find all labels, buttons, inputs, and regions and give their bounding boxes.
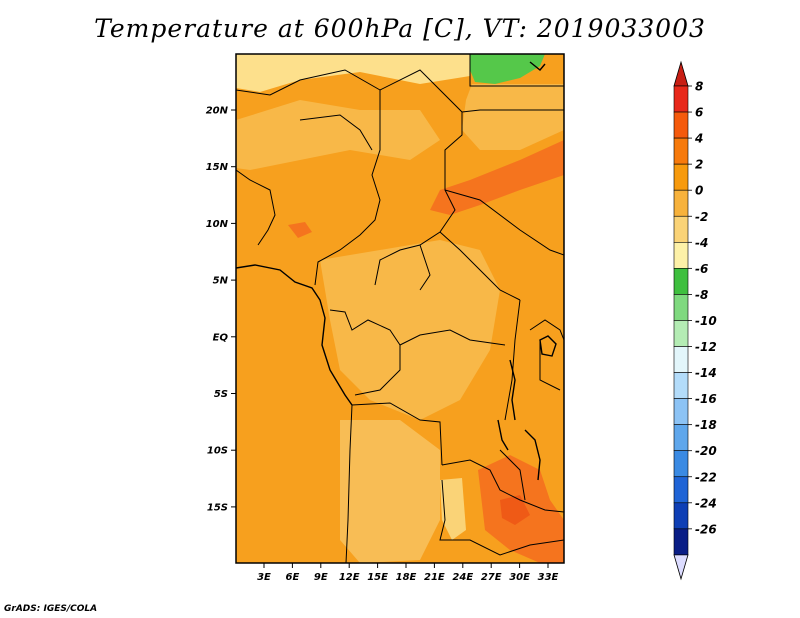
lat-tick-label: 5N [213, 276, 229, 287]
field-sw-light [340, 420, 440, 563]
colorbar-segment [673, 163, 689, 191]
colorbar-label: 2 [695, 158, 703, 172]
field-sahel-light [236, 100, 440, 170]
coastline [236, 61, 557, 481]
colorbar-label: -4 [695, 236, 708, 250]
field-west-warm [288, 222, 312, 238]
field-ne-warm [430, 140, 564, 215]
colorbar-top-triangle [673, 60, 689, 87]
chart-title: Temperature at 600hPa [C], VT: 201903300… [94, 14, 706, 43]
colorbar-label: -10 [695, 314, 717, 328]
colorbar-segment [673, 268, 689, 295]
colorbar-segment [673, 242, 689, 269]
colorbar-segment [673, 320, 689, 347]
colorbar-segment [673, 137, 689, 165]
lon-tick-label: 24E [452, 572, 473, 583]
temperature-field [236, 54, 564, 563]
lon-tick-label: 6E [286, 572, 300, 583]
lon-tick-label: 30E [509, 572, 530, 583]
colorbar-segment [673, 189, 689, 217]
field-se-hot [500, 495, 530, 525]
lon-tick-label: 9E [314, 572, 328, 583]
colorbar-label: -22 [695, 470, 717, 484]
field-ne-light [462, 84, 564, 150]
colorbar-segment [673, 450, 689, 478]
colorbar-label: -26 [695, 522, 717, 536]
country-borders [236, 54, 564, 563]
lon-tick-label: 12E [339, 572, 360, 583]
colorbar-label: -18 [695, 418, 717, 432]
colorbar-label: -6 [695, 262, 708, 276]
lon-tick-label: 18E [396, 572, 417, 583]
colorbar-segment [673, 398, 689, 425]
field-central-light [320, 240, 500, 420]
colorbar-segment [673, 502, 689, 530]
lon-tick-label: 3E [257, 572, 271, 583]
colorbar-segment [673, 215, 689, 243]
field-north-light [236, 54, 470, 92]
lon-tick-label: 15E [367, 572, 388, 583]
colorbar-label: -16 [695, 392, 717, 406]
colorbar-segment [673, 476, 689, 504]
lat-tick-label: 15S [207, 502, 228, 513]
colorbar-label: -20 [695, 444, 717, 458]
colorbar-bottom-triangle [673, 554, 689, 581]
colorbar-segment [673, 294, 689, 321]
colorbar-segment [673, 372, 689, 399]
colorbar-label: -8 [695, 288, 708, 302]
colorbar-segment [673, 528, 689, 556]
lat-tick-label: 10N [206, 219, 229, 230]
lon-tick-label: 27E [481, 572, 502, 583]
colorbar-label: -24 [695, 496, 717, 510]
colorbar-segment [673, 424, 689, 451]
lat-tick-label: 5S [214, 389, 228, 400]
colorbar-label: 0 [695, 184, 703, 198]
field-pale-streak [440, 478, 466, 540]
colorbar-label: -2 [695, 210, 708, 224]
footer-credit: GrADS: IGES/COLA [4, 604, 98, 614]
colorbar-label: 6 [695, 106, 703, 120]
colorbar-label: 8 [695, 80, 703, 94]
colorbar-label: -12 [695, 340, 717, 354]
field-green-patch [470, 54, 545, 84]
colorbar-label: -14 [695, 366, 717, 380]
colorbar-label: 4 [694, 132, 703, 146]
colorbar: 8 6 4 2 0 -2 -4 -6 -8 -10 -12 -14 -16 -18 -20 -22 -24 -26 [673, 60, 717, 581]
map-frame [235, 53, 565, 564]
colorbar-segment [673, 85, 689, 113]
lon-tick-label: 21E [424, 572, 445, 583]
colorbar-segment [673, 346, 689, 373]
latitude-ticks: 20N 15N 10N 5N EQ 5S 10S 15S [206, 106, 236, 513]
lat-tick-label: 15N [206, 162, 229, 173]
lon-tick-label: 33E [538, 572, 559, 583]
longitude-ticks: 3E 6E 9E 12E 15E 18E 21E 24E 27E 30E 33E [257, 563, 559, 583]
lat-tick-label: 10S [207, 446, 228, 457]
lat-tick-label: 20N [206, 106, 229, 117]
lat-tick-label: EQ [213, 332, 229, 343]
colorbar-segment [673, 111, 689, 139]
